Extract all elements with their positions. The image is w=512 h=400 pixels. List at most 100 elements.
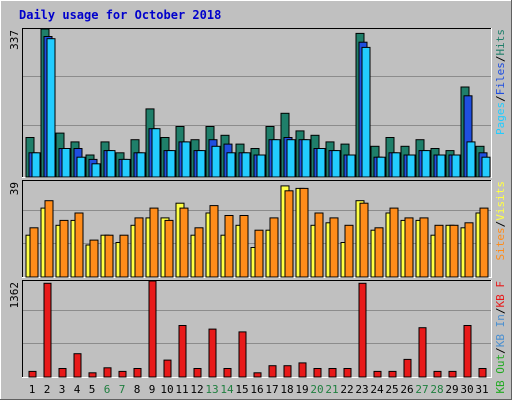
legend-hits: Hits — [494, 29, 507, 56]
bar-sites-day-29 — [449, 224, 459, 278]
bar-sites-day-25 — [389, 207, 399, 278]
bar-kb-f-day-23 — [358, 282, 367, 378]
x-label-day-2: 2 — [44, 383, 51, 396]
panel-visits-sites-border-dark — [22, 180, 492, 278]
bar-kb-f-day-13 — [208, 328, 217, 378]
panel-hits-files-pages-grid — [23, 76, 491, 126]
bar-pages-day-6 — [106, 150, 116, 178]
bar-sites-day-12 — [194, 227, 204, 278]
legend-separator: / — [494, 221, 507, 228]
bar-sites-day-11 — [179, 207, 189, 278]
panel-hits-files-pages-border-dark — [22, 28, 492, 178]
panel-hits_files_pages-legend: Pages/Files/Hits — [494, 29, 507, 135]
bar-sites-day-1 — [29, 227, 39, 278]
panel-kbytes-bg — [22, 280, 492, 378]
bar-sites-day-28 — [434, 224, 444, 278]
bar-sites-day-2 — [44, 200, 54, 278]
bar-kb-f-day-21 — [328, 368, 337, 378]
bar-sites-day-24 — [374, 227, 384, 278]
panel-visits_sites-legend: Sites/Visits — [494, 181, 507, 261]
x-label-day-26: 26 — [400, 383, 413, 396]
bar-sites-day-8 — [134, 217, 144, 278]
bar-sites-day-9 — [149, 207, 159, 278]
bar-kb-f-day-20 — [313, 368, 322, 378]
x-label-day-4: 4 — [74, 383, 81, 396]
x-label-day-10: 10 — [160, 383, 173, 396]
bar-kb-f-day-3 — [58, 368, 67, 378]
bar-sites-day-7 — [119, 234, 129, 278]
bar-kb-f-day-2 — [43, 282, 52, 378]
panel-kbytes-bars — [28, 280, 487, 378]
bar-pages-day-2 — [46, 38, 56, 178]
x-label-day-15: 15 — [235, 383, 248, 396]
x-label-day-18: 18 — [280, 383, 293, 396]
bar-pages-day-22 — [346, 154, 356, 178]
bar-pages-day-3 — [61, 148, 71, 178]
x-label-day-5: 5 — [89, 383, 96, 396]
bar-pages-day-23 — [361, 46, 371, 178]
bar-pages-day-26 — [406, 154, 416, 178]
bar-pages-day-11 — [181, 141, 191, 178]
bar-pages-day-15 — [241, 152, 251, 178]
panel-kbytes-grid — [23, 310, 491, 344]
bar-sites-day-20 — [314, 212, 324, 278]
legend-visits: Visits — [494, 181, 507, 221]
x-label-day-20: 20 — [310, 383, 323, 396]
legend-pages: Pages — [494, 102, 507, 135]
bar-kb-f-day-1 — [28, 370, 37, 378]
x-label-day-12: 12 — [190, 383, 203, 396]
bar-pages-day-5 — [91, 163, 101, 178]
bar-pages-day-19 — [301, 139, 311, 178]
bar-sites-day-18 — [284, 190, 294, 278]
panel-hits-files-pages-max-label: 337 — [8, 30, 21, 50]
bar-pages-day-27 — [421, 150, 431, 178]
chart-bars — [25, 28, 491, 378]
x-label-day-8: 8 — [134, 383, 141, 396]
x-label-day-27: 27 — [415, 383, 428, 396]
legend-separator: / — [494, 347, 507, 354]
bar-kb-f-day-12 — [193, 368, 202, 378]
bar-kb-f-day-25 — [388, 370, 397, 378]
x-label-day-14: 14 — [220, 383, 234, 396]
x-label-day-19: 19 — [295, 383, 308, 396]
bar-kb-f-day-31 — [478, 368, 487, 378]
x-label-day-30: 30 — [460, 383, 473, 396]
bar-sites-day-21 — [329, 217, 339, 278]
bar-sites-day-31 — [479, 207, 489, 278]
bar-pages-day-25 — [391, 152, 401, 178]
x-label-day-17: 17 — [265, 383, 278, 396]
bar-pages-day-13 — [211, 145, 221, 178]
bar-kb-f-day-11 — [178, 325, 187, 378]
bar-kb-f-day-28 — [433, 370, 442, 378]
x-label-day-7: 7 — [119, 383, 126, 396]
bar-kb-f-day-19 — [298, 362, 307, 378]
bar-pages-day-7 — [121, 158, 131, 178]
x-label-day-9: 9 — [149, 383, 156, 396]
bar-sites-day-10 — [164, 219, 174, 278]
bar-sites-day-6 — [104, 234, 114, 278]
bar-sites-day-13 — [209, 205, 219, 278]
bar-pages-day-20 — [316, 148, 326, 178]
bar-sites-day-26 — [404, 217, 414, 278]
bar-pages-day-21 — [331, 150, 341, 178]
bar-pages-day-30 — [466, 141, 476, 178]
bar-sites-day-17 — [269, 217, 279, 278]
bar-pages-day-24 — [376, 156, 386, 178]
x-label-day-1: 1 — [29, 383, 36, 396]
x-label-day-21: 21 — [325, 383, 338, 396]
chart-title: Daily usage for October 2018 — [19, 8, 221, 22]
bar-pages-day-29 — [451, 154, 461, 178]
legend-separator: / — [494, 308, 507, 315]
bar-pages-day-4 — [76, 156, 86, 178]
bar-kb-f-day-30 — [463, 325, 472, 378]
bar-kb-f-day-18 — [283, 365, 292, 378]
bar-pages-day-8 — [136, 152, 146, 178]
bar-pages-day-10 — [166, 150, 176, 178]
bar-kb-f-day-29 — [448, 370, 457, 378]
bar-kb-f-day-15 — [238, 331, 247, 378]
x-label-day-13: 13 — [205, 383, 218, 396]
bar-kb-f-day-4 — [73, 353, 82, 378]
panel-visits_sites-bars — [25, 185, 489, 278]
